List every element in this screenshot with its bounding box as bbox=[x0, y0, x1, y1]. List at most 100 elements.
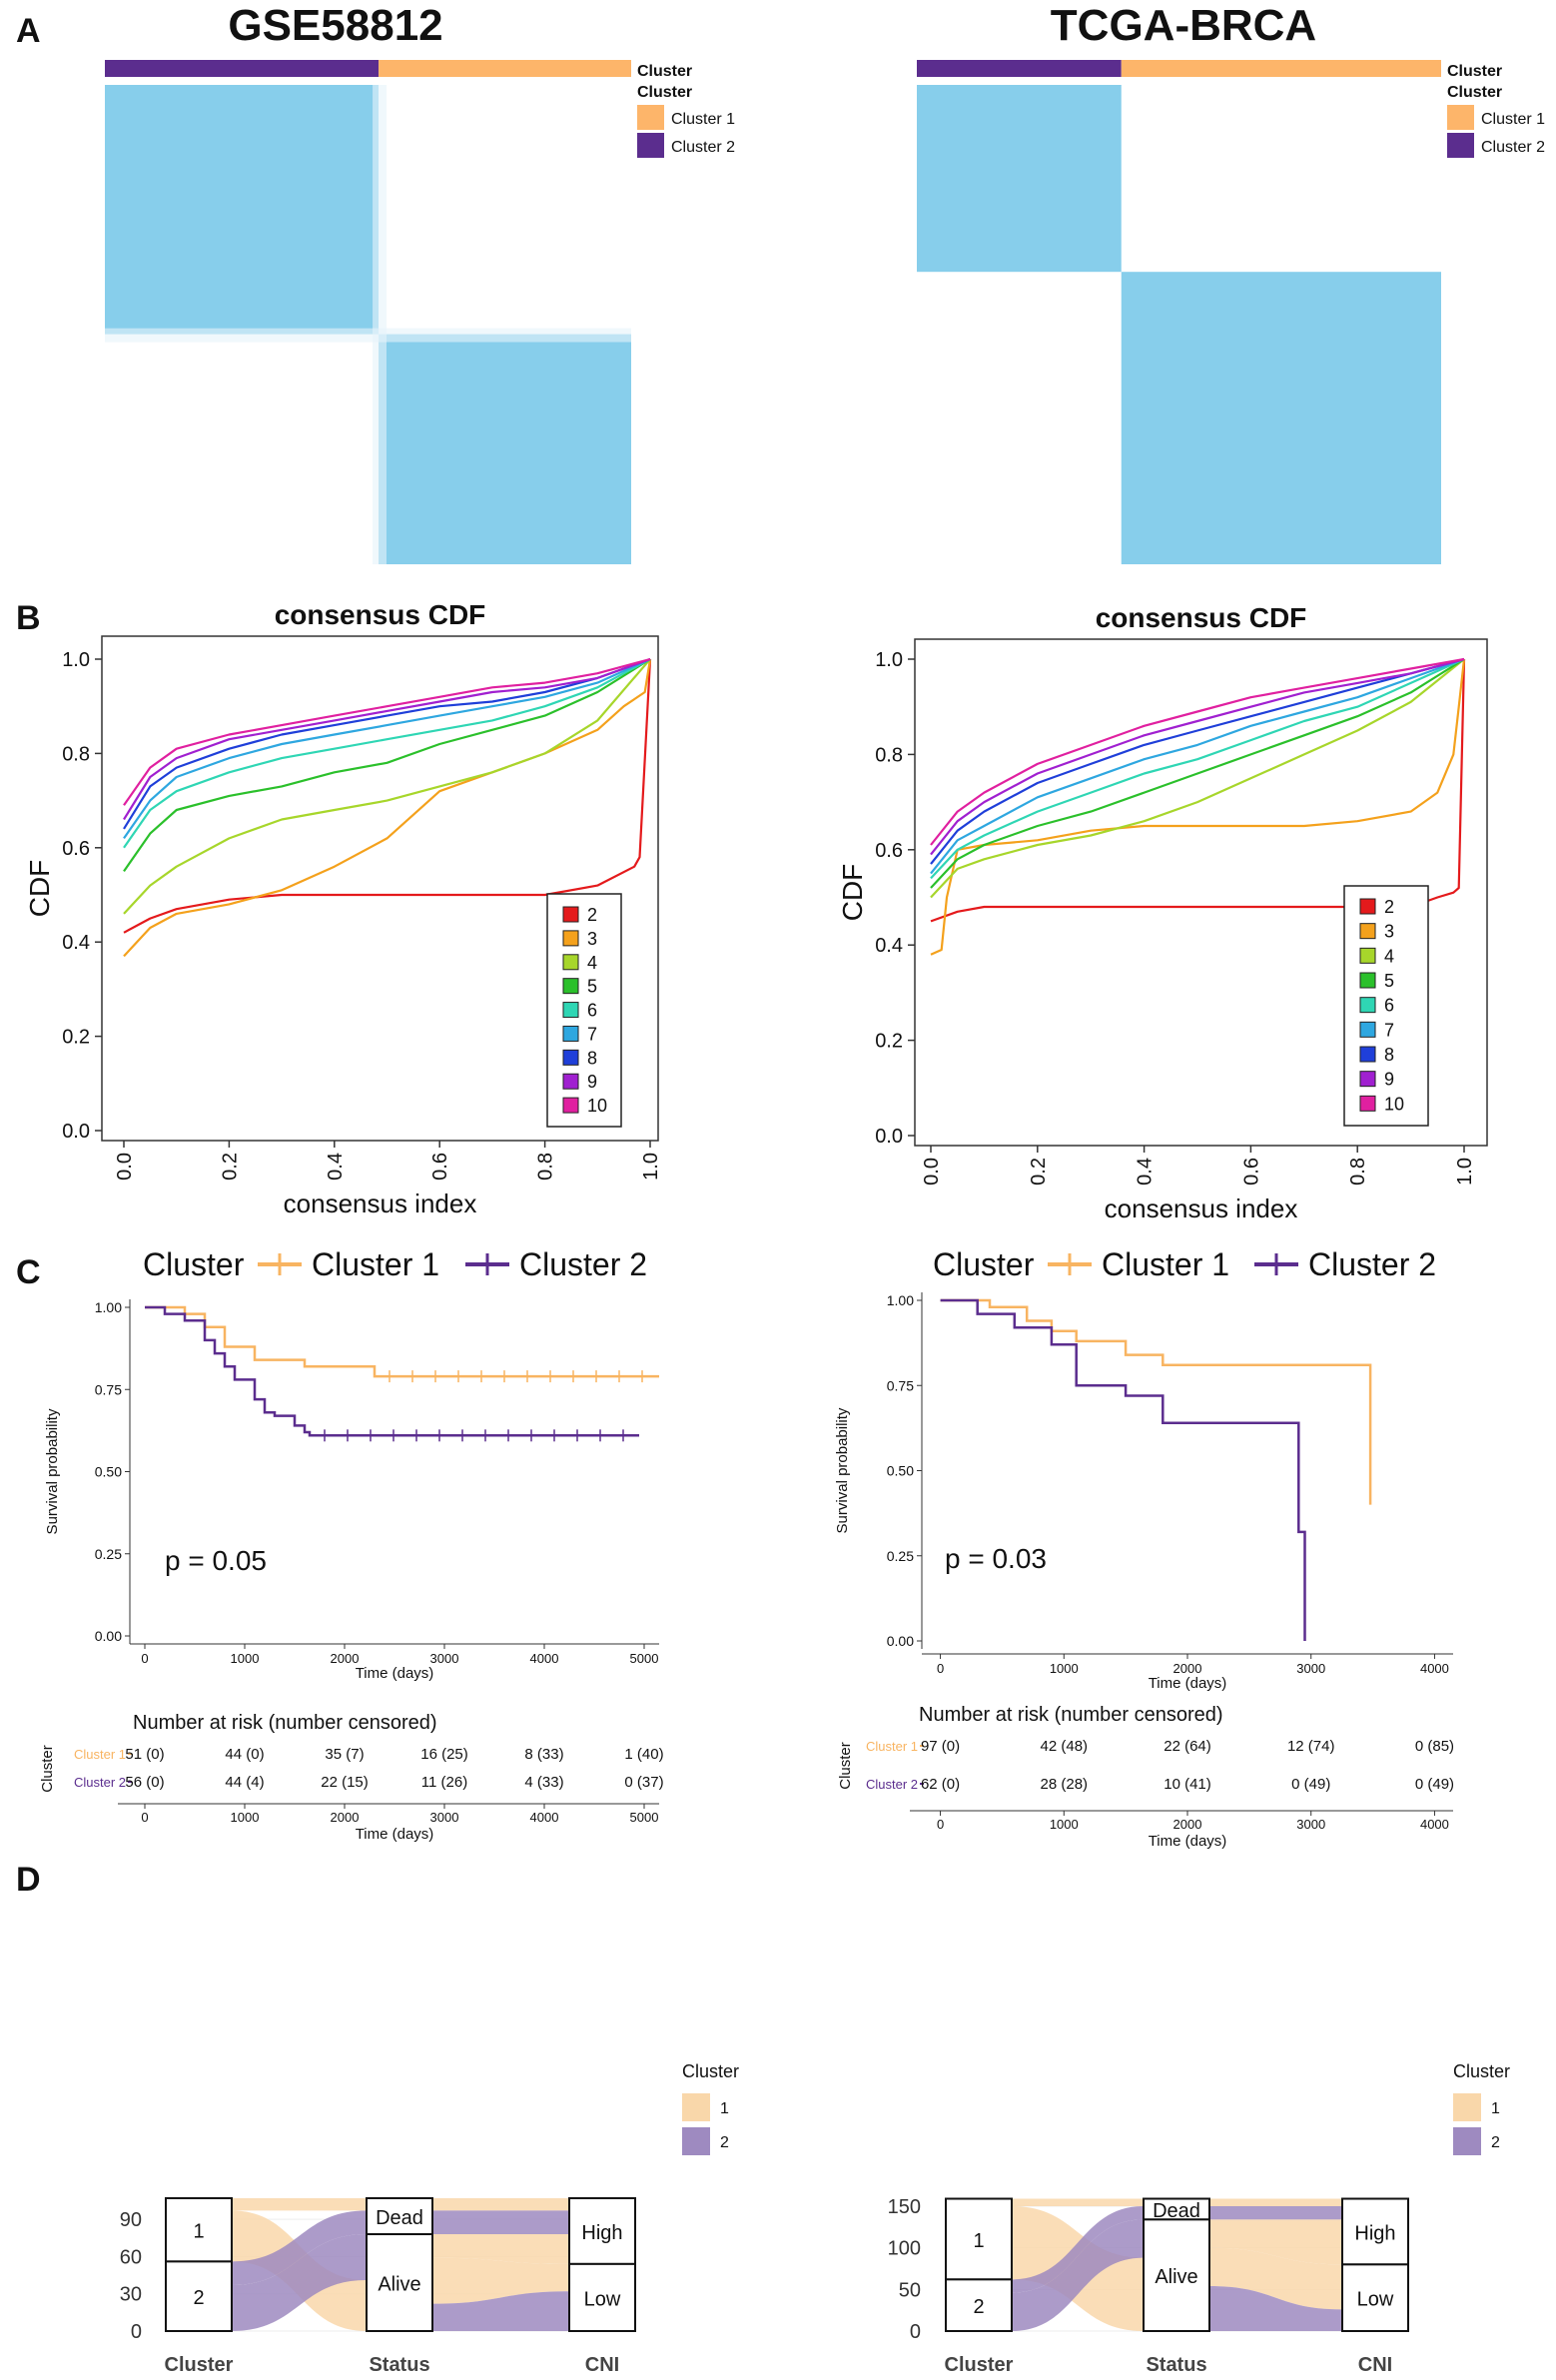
km-legend-title: Cluster bbox=[933, 1246, 1035, 1282]
y-tick-label: 0.8 bbox=[875, 744, 903, 766]
x-axis-label: consensus index bbox=[1105, 1193, 1298, 1223]
cdf-legend-swatch-9 bbox=[562, 1073, 579, 1090]
x-tick-label: 2000 bbox=[1173, 1661, 1202, 1676]
cdf-legend-label-5: 5 bbox=[587, 977, 597, 997]
heatmap-soft-edge bbox=[373, 85, 388, 564]
y-axis-label: CDF bbox=[24, 860, 55, 918]
cdf-legend-label-8: 8 bbox=[1384, 1045, 1394, 1065]
flow-dead-high bbox=[1209, 2198, 1342, 2207]
km-legend-label-2: Cluster 2 bbox=[1308, 1246, 1436, 1282]
heatmap-block-cluster-b bbox=[387, 342, 631, 564]
risk-table-cell: 62 (0) bbox=[921, 1776, 960, 1793]
panel-label-d: D bbox=[16, 1861, 41, 1899]
stratum-cni-high bbox=[1341, 2197, 1409, 2266]
risk-table-cell: 4 (33) bbox=[524, 1774, 563, 1791]
legend-label-cluster-2: Cluster 2 bbox=[1481, 139, 1545, 156]
alluvial-legend-label-2: 2 bbox=[1491, 2134, 1500, 2151]
y-tick-label: 0.25 bbox=[887, 1548, 914, 1564]
y-axis-label: Survival probability bbox=[834, 1407, 851, 1533]
cdf-legend-box bbox=[1343, 885, 1429, 1127]
risk-table-cell: 28 (28) bbox=[1041, 1776, 1089, 1793]
risk-table-title: Number at risk (number censored) bbox=[133, 1712, 437, 1734]
alluvial-legend-swatch-1 bbox=[682, 2093, 710, 2121]
y-tick-label: 0.50 bbox=[887, 1463, 914, 1479]
cdf-line-k-4 bbox=[930, 658, 1465, 899]
cdf-legend-label-3: 3 bbox=[587, 929, 597, 949]
cdf-legend-swatch-3 bbox=[562, 930, 579, 947]
y-tick-label: 90 bbox=[120, 2209, 142, 2231]
flow-cluster2-dead bbox=[232, 2210, 367, 2285]
x-tick-label: 3000 bbox=[430, 1651, 459, 1666]
y-tick-label: 1.0 bbox=[62, 649, 90, 671]
y-tick-label: 60 bbox=[120, 2246, 142, 2268]
heatmap-soft-edge bbox=[105, 328, 631, 343]
stratum-label: 1 bbox=[973, 2230, 984, 2252]
annotation-legend-title: Cluster bbox=[637, 63, 692, 80]
x-tick-label: 1.0 bbox=[640, 1153, 662, 1181]
legend-label-cluster-1: Cluster 1 bbox=[1481, 111, 1545, 128]
cdf-line-k-8 bbox=[123, 657, 651, 830]
x-tick-label: 0.4 bbox=[1135, 1158, 1157, 1186]
risk-table-y-label: Cluster bbox=[39, 1745, 56, 1793]
cdf-legend-label-2: 2 bbox=[1384, 897, 1394, 917]
axis-label-cluster: Cluster bbox=[165, 2354, 234, 2376]
cdf-legend-swatch-5 bbox=[562, 978, 579, 995]
flow-alive-low bbox=[1209, 2286, 1342, 2331]
axis-label-status: Status bbox=[369, 2354, 429, 2376]
cdf-legend-label-2: 2 bbox=[587, 905, 597, 925]
cdf-legend-swatch-10 bbox=[1359, 1095, 1376, 1112]
cdf-line-k-6 bbox=[123, 658, 651, 849]
alluvial-legend-swatch-2 bbox=[682, 2127, 710, 2155]
stratum-label: Dead bbox=[376, 2207, 423, 2229]
cdf-legend-label-8: 8 bbox=[587, 1048, 597, 1068]
x-tick-label: 0.0 bbox=[921, 1158, 943, 1186]
risk-table-row-label-2: Cluster 2 bbox=[74, 1775, 126, 1790]
cdf-legend-swatch-5 bbox=[1359, 972, 1376, 989]
stratum-label: Low bbox=[584, 2288, 621, 2310]
y-tick-label: 0.75 bbox=[95, 1381, 122, 1397]
y-tick-label: 0.0 bbox=[62, 1121, 90, 1143]
risk-table-cell: 10 (41) bbox=[1164, 1776, 1211, 1793]
flow-alive-high bbox=[1209, 2219, 1342, 2265]
flow-cluster2-alive bbox=[1012, 2219, 1144, 2331]
stratum-cluster-2 bbox=[165, 2260, 233, 2333]
risk-table-cell: 97 (0) bbox=[921, 1738, 960, 1755]
y-tick-label: 0.6 bbox=[875, 840, 903, 862]
km-curve-cluster-2 bbox=[940, 1298, 1306, 1641]
y-tick-label: 0.25 bbox=[95, 1546, 122, 1562]
risk-table-x-tick-label: 5000 bbox=[630, 1810, 659, 1825]
flow-cluster1-dead bbox=[232, 2197, 367, 2211]
stratum-cni-low bbox=[1341, 2263, 1409, 2332]
cdf-line-k-5 bbox=[930, 658, 1465, 889]
risk-table-cell: 51 (0) bbox=[125, 1746, 164, 1763]
legend-label-cluster-1: Cluster 1 bbox=[671, 111, 735, 128]
y-tick-label: 1.0 bbox=[875, 649, 903, 671]
cdf-legend-swatch-3 bbox=[1359, 923, 1376, 940]
cdf-legend-swatch-8 bbox=[1359, 1046, 1376, 1063]
panel-c: C Cluster Cluster 1 Cluster 2 0.00 0.25 0.50 0.… bbox=[16, 1246, 1454, 1850]
alluvial-legend-label-2: 2 bbox=[720, 2134, 729, 2151]
risk-table-x-label: Time (days) bbox=[356, 1826, 434, 1843]
risk-table-cell: 0 (49) bbox=[1291, 1776, 1330, 1793]
stratum-status-alive bbox=[366, 2233, 433, 2333]
y-tick-label: 0 bbox=[910, 2321, 921, 2343]
stratum-cni-low bbox=[568, 2262, 636, 2333]
x-tick-label: 4000 bbox=[530, 1651, 559, 1666]
risk-table-cell: 0 (49) bbox=[1415, 1776, 1454, 1793]
cdf-legend-swatch-10 bbox=[562, 1097, 579, 1114]
risk-table-cell: 8 (33) bbox=[524, 1746, 563, 1763]
axis-label-cni: CNI bbox=[1358, 2354, 1392, 2376]
p-value: p = 0.05 bbox=[165, 1545, 267, 1576]
km-legend-label-1: Cluster 1 bbox=[312, 1246, 439, 1282]
stratum-label: Alive bbox=[1155, 2266, 1197, 2288]
risk-table-x-tick-label: 3000 bbox=[430, 1810, 459, 1825]
flow-dead-high bbox=[1209, 2206, 1342, 2220]
flow-cluster2-alive bbox=[232, 2234, 367, 2331]
y-tick-label: 0.00 bbox=[95, 1628, 122, 1644]
cdf-legend-swatch-7 bbox=[562, 1025, 579, 1042]
cdf-line-k-9 bbox=[123, 657, 651, 821]
annotation-bar-cluster-1 bbox=[379, 60, 631, 77]
cdf-legend-swatch-4 bbox=[1359, 947, 1376, 964]
risk-table-row-label-1: Cluster 1 bbox=[866, 1739, 918, 1754]
cdf-legend-label-7: 7 bbox=[587, 1024, 597, 1044]
